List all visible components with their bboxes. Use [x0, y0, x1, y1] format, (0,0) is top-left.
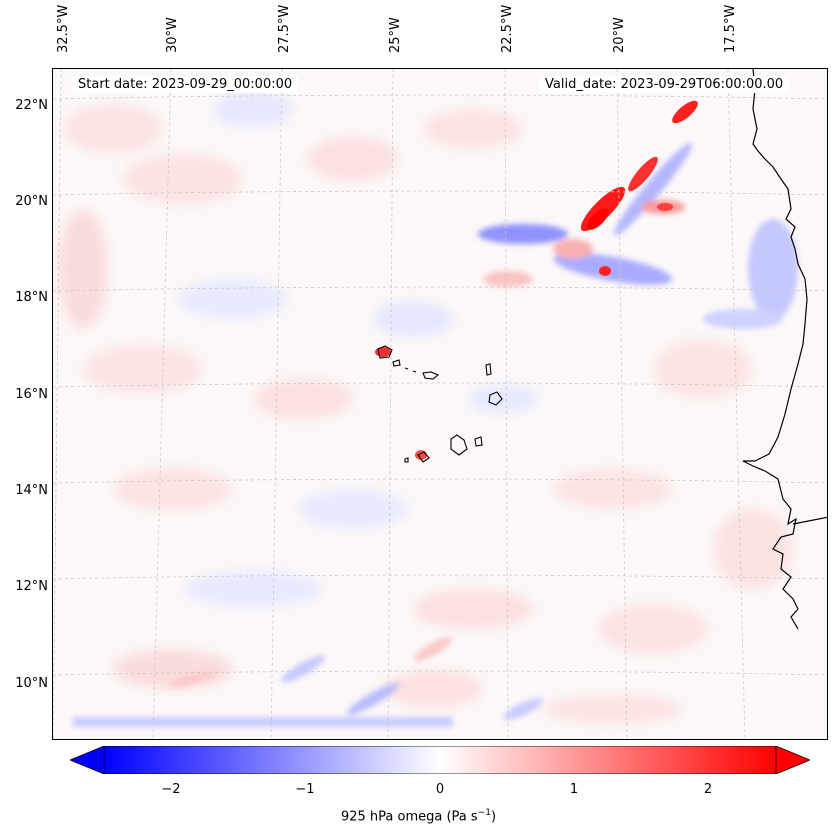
lat-label-12n: 12°N [15, 579, 48, 594]
colorbar-label-sup: −1 [477, 808, 491, 818]
cape-verde-islands [377, 345, 503, 463]
eastern-omega-features [478, 142, 798, 329]
gridlines [53, 69, 827, 739]
colorbar-extend-min [70, 746, 105, 774]
colorbar-tick-neg1: −1 [295, 782, 315, 797]
colorbar-body [103, 746, 777, 774]
lat-label-18n: 18°N [15, 290, 48, 305]
lon-label-27-5w: 27.5°W [277, 4, 292, 53]
lat-label-22n: 22°N [15, 98, 48, 113]
lon-label-32-5w: 32.5°W [56, 4, 71, 53]
lat-label-20n: 20°N [15, 194, 48, 209]
colorbar-tick-2: 2 [703, 782, 713, 797]
lon-label-25w: 25°W [388, 17, 403, 53]
colorbar-tick-0: 0 [435, 782, 445, 797]
strong-positive-omega [375, 100, 698, 460]
lon-label-17-5w: 17.5°W [723, 4, 738, 53]
lat-label-16n: 16°N [15, 387, 48, 402]
lat-label-10n: 10°N [15, 676, 48, 691]
colorbar-label-end: ) [490, 809, 497, 825]
lon-label-22-5w: 22.5°W [500, 4, 515, 53]
colorbar [70, 746, 810, 774]
start-date-label: Start date: 2023-09-29_00:00:00 [72, 76, 299, 93]
colorbar-label-main: 925 hPa omega (Pa s [340, 809, 478, 825]
colorbar-tick-neg2: −2 [161, 782, 181, 797]
colorbar-extend-max [775, 746, 810, 774]
weak-omega-patches [58, 91, 793, 724]
omega-map [52, 68, 828, 740]
lon-label-30w: 30°W [165, 17, 180, 53]
coastline [742, 69, 827, 630]
colorbar-tick-1: 1 [569, 782, 579, 797]
valid-date-label: Valid_date: 2023-09-29T06:00:00.00 [539, 76, 790, 93]
lat-label-14n: 14°N [15, 483, 48, 498]
southern-blue-band [73, 636, 544, 727]
lon-label-20w: 20°W [612, 17, 627, 53]
omega-field-svg [53, 69, 827, 739]
colorbar-label: 925 hPa omega (Pa s−1) [0, 808, 837, 824]
